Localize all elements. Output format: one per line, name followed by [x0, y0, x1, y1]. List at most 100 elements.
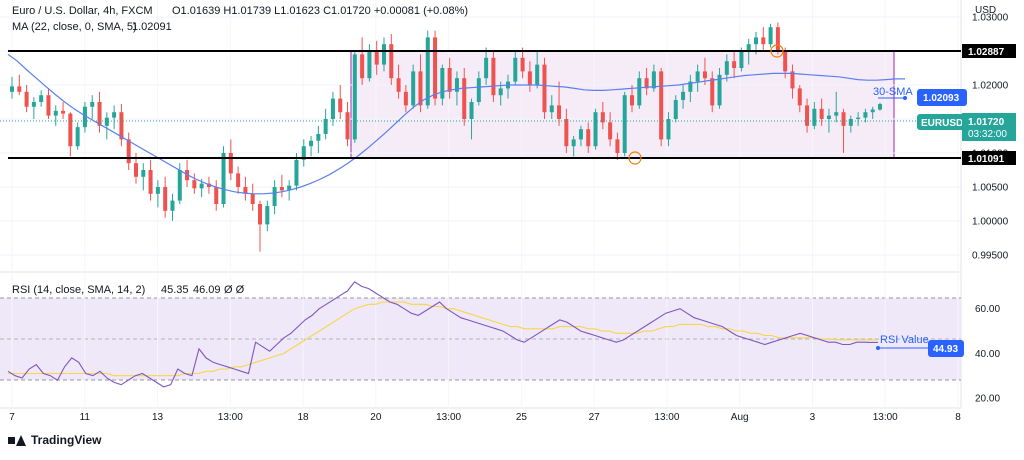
candle-body — [812, 108, 817, 126]
candle-body — [673, 99, 678, 119]
candle-body — [309, 140, 314, 147]
candle-body — [462, 78, 467, 119]
tradingview-brand[interactable]: TradingView — [8, 433, 101, 447]
candles-layer — [9, 22, 883, 252]
candle-body — [112, 112, 117, 118]
resistance-tag: 1.02887 — [968, 47, 1005, 58]
candle-body — [214, 187, 219, 204]
chart-ohlc: O1.01639 H1.01739 L1.01623 C1.01720 +0.0… — [172, 5, 468, 17]
candle-body — [39, 95, 44, 102]
candle-body — [257, 204, 263, 225]
tradingview-logo-icon — [8, 434, 26, 446]
candle-body — [469, 102, 474, 119]
candle-body — [97, 102, 102, 126]
candle-body — [31, 102, 36, 107]
support-tag: 1.01091 — [968, 154, 1005, 165]
candle-body — [775, 27, 780, 51]
candle-body — [323, 119, 328, 134]
candle-body — [338, 98, 343, 113]
candle-body — [389, 44, 394, 79]
candle-body — [688, 81, 693, 92]
candle-body — [425, 37, 430, 106]
ma-indicator-label: MA (22, close, 0, SMA, 5) — [12, 21, 137, 33]
candle-body — [177, 170, 182, 201]
rsi-tick-label: 20.00 — [975, 394, 1000, 405]
candle-body — [192, 180, 197, 189]
candle-body — [484, 57, 489, 79]
candle-body — [600, 112, 605, 123]
last-price-tag: 1.01720 — [968, 117, 1005, 128]
candle-body — [148, 170, 153, 194]
candle-body — [768, 27, 773, 45]
candle-body — [381, 44, 387, 65]
currency-label: USD — [975, 5, 996, 16]
candle-body — [206, 183, 211, 187]
rsi-extra-values: Ø Ø — [224, 284, 245, 296]
candle-body — [301, 146, 306, 160]
price-tick-label: 1.03000 — [972, 13, 1009, 24]
time-tick-label: Aug — [731, 412, 749, 423]
bar-countdown: 03:32:00 — [968, 129, 1007, 140]
time-tick-label: 13:00 — [436, 412, 461, 423]
time-tick-label: 11 — [80, 412, 91, 423]
candle-body — [330, 98, 335, 119]
candle-body — [578, 129, 583, 140]
symbol-tag-bg — [917, 114, 967, 130]
price-tick-label: 1.00500 — [972, 183, 1009, 194]
candle-body — [542, 64, 547, 113]
time-tick-label: 13:00 — [873, 412, 898, 423]
candle-body — [549, 105, 554, 113]
rsi-layer — [7, 281, 878, 388]
candle-body — [666, 119, 671, 140]
candle-body — [279, 187, 284, 191]
candle-body — [287, 185, 292, 191]
candle-body — [856, 117, 861, 119]
support-tag-bg — [962, 151, 1016, 165]
rsi-annotation-dot — [876, 346, 880, 350]
time-tick-label: 27 — [589, 412, 601, 423]
time-tick-label: 18 — [298, 412, 310, 423]
candle-body — [250, 193, 255, 204]
candle-body — [61, 110, 66, 114]
candle-body — [557, 105, 562, 119]
candle-body — [9, 86, 15, 92]
sma-annotation-dot — [903, 96, 907, 100]
chart-symbol-header: Euro / U.S. Dollar, 4h, FXCM — [12, 5, 153, 17]
rsi-tick-label: 40.00 — [975, 349, 1000, 360]
time-axis-ticks: 7 11 13 13:00 18 20 13:00 25 27 13:00 Aug 3 13:00 8 — [9, 412, 961, 423]
candle-body — [877, 104, 883, 110]
candle-body — [564, 119, 569, 147]
candle-body — [199, 183, 204, 189]
candle-body — [476, 78, 481, 102]
candle-body — [753, 37, 759, 45]
candle-body — [622, 95, 627, 153]
candle-body — [272, 187, 277, 207]
candle-body — [141, 170, 146, 177]
candle-body — [352, 54, 357, 140]
candle-body — [724, 61, 729, 75]
candle-body — [571, 139, 576, 147]
candle-body — [403, 91, 408, 106]
time-tick-label: 20 — [370, 412, 382, 423]
candle-body — [527, 71, 532, 85]
candle-body — [447, 68, 452, 92]
candle-body — [17, 86, 22, 92]
rsi-tick-label: 60.00 — [975, 304, 1000, 315]
candle-body — [433, 37, 438, 99]
time-tick-label: 8 — [955, 412, 961, 423]
candle-body — [513, 57, 518, 82]
candle-body — [163, 187, 168, 211]
tradingview-brand-label: TradingView — [31, 433, 102, 447]
rsi-indicator-label: RSI (14, close, SMA, 14, 2) — [12, 284, 145, 296]
time-tick-label: 13 — [152, 412, 164, 423]
candle-body — [702, 71, 707, 79]
candle-body — [133, 163, 139, 177]
rsi-indicator-value: 45.35 — [161, 284, 189, 296]
candle-body — [411, 71, 416, 106]
price-tick-label: 0.99500 — [972, 251, 1009, 262]
candle-body — [316, 133, 321, 141]
candle-body — [797, 88, 802, 106]
candle-body — [783, 51, 788, 72]
